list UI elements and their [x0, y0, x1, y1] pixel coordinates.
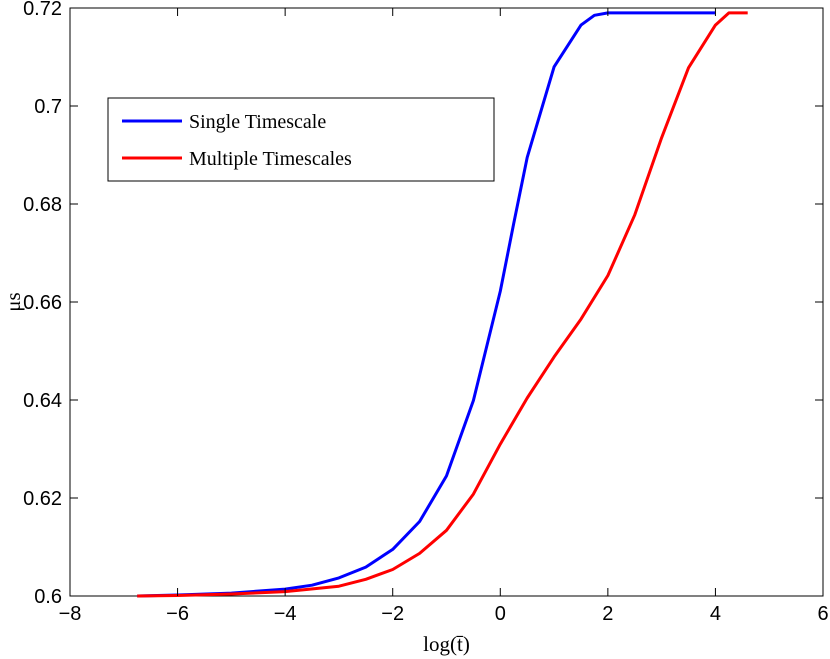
series-line-multiple-timescales: [137, 11, 748, 598]
legend-box: [107, 97, 495, 182]
x-tick-label: −8: [59, 603, 82, 625]
x-tick-label: −6: [166, 603, 189, 625]
x-tick-label: 0: [495, 603, 506, 625]
y-tick-label: 0.68: [23, 194, 62, 216]
legend-label-multiple-timescales: Multiple Timescales: [189, 148, 352, 170]
legend: Single Timescale Multiple Timescales: [107, 97, 495, 182]
plot-frame: [69, 7, 824, 597]
legend-label-single-timescale: Single Timescale: [189, 111, 326, 133]
x-tick-label: −4: [274, 603, 297, 625]
x-axis-label: log(t̄): [423, 632, 470, 656]
y-tick-label: 0.7: [34, 96, 62, 118]
x-tick-label: 2: [602, 603, 613, 625]
y-tick-label: 0.64: [23, 390, 62, 412]
y-tick-label: 0.62: [23, 488, 62, 510]
x-tick-label: 6: [817, 603, 828, 625]
y-tick-label: 0.66: [23, 292, 62, 314]
series-line-single-timescale: [137, 11, 716, 598]
x-tick-label: −2: [381, 603, 404, 625]
y-tick-labels: 0.6 0.62 0.64 0.66 0.68 0.7 0.72: [23, 0, 62, 608]
tick-layer: [69, 7, 824, 597]
plot-area: [69, 7, 824, 598]
x-tick-labels: −8 −6 −4 −2 0 2 4 6: [59, 603, 829, 625]
y-tick-label: 0.72: [23, 0, 62, 20]
y-axis-label: μs: [1, 292, 25, 311]
y-tick-label: 0.6: [34, 586, 62, 608]
series-layer: [137, 11, 748, 598]
x-tick-label: 4: [710, 603, 721, 625]
